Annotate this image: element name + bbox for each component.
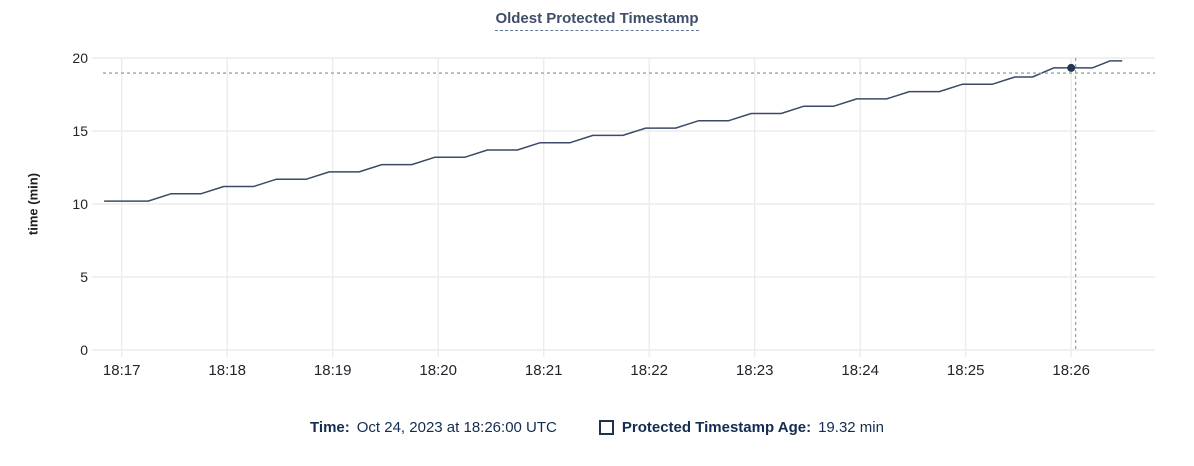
x-tick-label: 18:25 bbox=[946, 362, 985, 379]
x-tick-label: 18:18 bbox=[208, 362, 246, 379]
y-tick-label: 5 bbox=[80, 269, 88, 285]
x-tick-label: 18:23 bbox=[735, 362, 774, 379]
chart-plot-area[interactable] bbox=[0, 0, 1194, 405]
x-tick-label: 18:20 bbox=[419, 362, 457, 379]
y-tick-label: 10 bbox=[72, 196, 88, 212]
y-tick-label: 20 bbox=[72, 50, 88, 66]
chart-title-row: Oldest Protected Timestamp bbox=[0, 10, 1194, 31]
hover-time-value: Oct 24, 2023 at 18:26:00 UTC bbox=[356, 419, 557, 436]
y-tick-label: 0 bbox=[80, 342, 88, 358]
series-line bbox=[104, 60, 1123, 202]
x-tick-label: 18:24 bbox=[841, 362, 879, 379]
x-tick-label: 18:17 bbox=[102, 362, 141, 379]
x-tick-label: 18:26 bbox=[1052, 362, 1090, 379]
chart-hover-legend: Time: Oct 24, 2023 at 18:26:00 UTC Prote… bbox=[0, 419, 1194, 436]
x-tick-label: 18:21 bbox=[524, 362, 563, 379]
hover-time-label: Time: bbox=[310, 419, 350, 436]
hover-series-value: 19.32 min bbox=[818, 419, 884, 436]
x-tick-label: 18:22 bbox=[630, 362, 668, 379]
legend-checkbox-icon[interactable] bbox=[598, 420, 614, 435]
legend-series-label: Protected Timestamp Age: bbox=[621, 419, 812, 436]
hover-point-marker bbox=[1067, 63, 1076, 72]
chart-title[interactable]: Oldest Protected Timestamp bbox=[495, 10, 699, 31]
legend-item-protected-timestamp-age[interactable]: Protected Timestamp Age: 19.32 min bbox=[598, 419, 884, 436]
y-axis-title: time (min) bbox=[25, 172, 41, 236]
y-tick-label: 15 bbox=[72, 123, 88, 139]
x-tick-label: 18:19 bbox=[313, 362, 352, 379]
